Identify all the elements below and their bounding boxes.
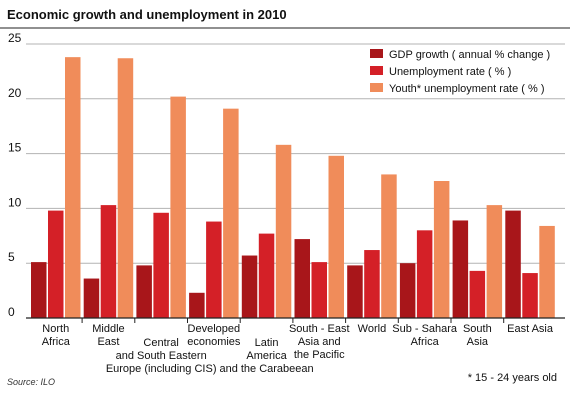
category-label: Middle [92,323,124,335]
legend-label: GDP growth ( annual % change ) [389,49,550,61]
category-label: Sub - Sahara [392,323,458,335]
bar [48,210,64,318]
chart-title: Economic growth and unemployment in 2010 [7,7,287,22]
bar [364,250,380,318]
bar [399,263,416,318]
bar [505,210,521,318]
category-label: and the Carabeean [219,363,313,375]
bar [136,265,152,318]
bar [117,58,134,319]
bar [328,155,344,318]
axes: 0 5 10 15 20 25 [8,31,565,323]
bar [275,144,292,318]
bars [31,57,555,319]
bar [416,230,433,318]
bar [241,255,258,318]
category-label: South - East [289,323,350,335]
bar [206,221,222,318]
category-label: East [97,336,119,348]
bar [83,278,100,318]
y-tick-label: 20 [8,86,22,100]
y-tick-label: 15 [8,141,22,155]
bar [522,273,538,318]
category-label: Asia and [298,336,341,348]
footnote: * 15 - 24 years old [468,372,557,384]
y-tick-label: 5 [8,250,15,264]
category-label: America [246,350,287,362]
bar [65,57,81,318]
bar [381,174,397,318]
category-label: and South Eastern [116,350,207,362]
category-label: economies [187,336,241,348]
bar [539,225,555,318]
bar [347,265,363,318]
legend-swatch [370,83,383,92]
category-label: Asia [467,336,489,348]
bar [469,270,486,318]
bar [223,108,239,318]
bar [153,212,169,318]
category-label: East Asia [507,323,554,335]
bar [258,233,275,318]
source-note: Source: ILO [7,377,55,387]
category-label: Developed [188,323,241,335]
category-label: Central [143,337,178,349]
bar [189,292,205,318]
y-tick-label: 10 [8,195,22,209]
category-label: Africa [42,336,71,348]
bar [294,239,310,318]
y-tick-label: 0 [8,305,15,319]
y-tick-label: 25 [8,31,22,45]
bar [311,262,327,318]
bar [486,205,503,318]
bar [433,181,450,318]
legend-swatch [370,49,383,58]
legend-swatch [370,66,383,75]
legend-label: Youth* unemployment rate ( % ) [389,83,545,95]
category-label: South [463,323,492,335]
bar [452,220,469,318]
category-label: North [42,323,69,335]
legend: GDP growth ( annual % change ) Unemployme… [370,49,550,95]
bar [100,205,117,318]
category-label: Europe (including CIS) [106,363,217,375]
category-label: the Pacific [294,349,345,361]
category-label: Africa [411,336,440,348]
bar [170,96,186,318]
category-label: World [358,323,387,335]
category-label: Latin [255,337,279,349]
legend-label: Unemployment rate ( % ) [389,66,511,78]
bar [31,262,47,318]
